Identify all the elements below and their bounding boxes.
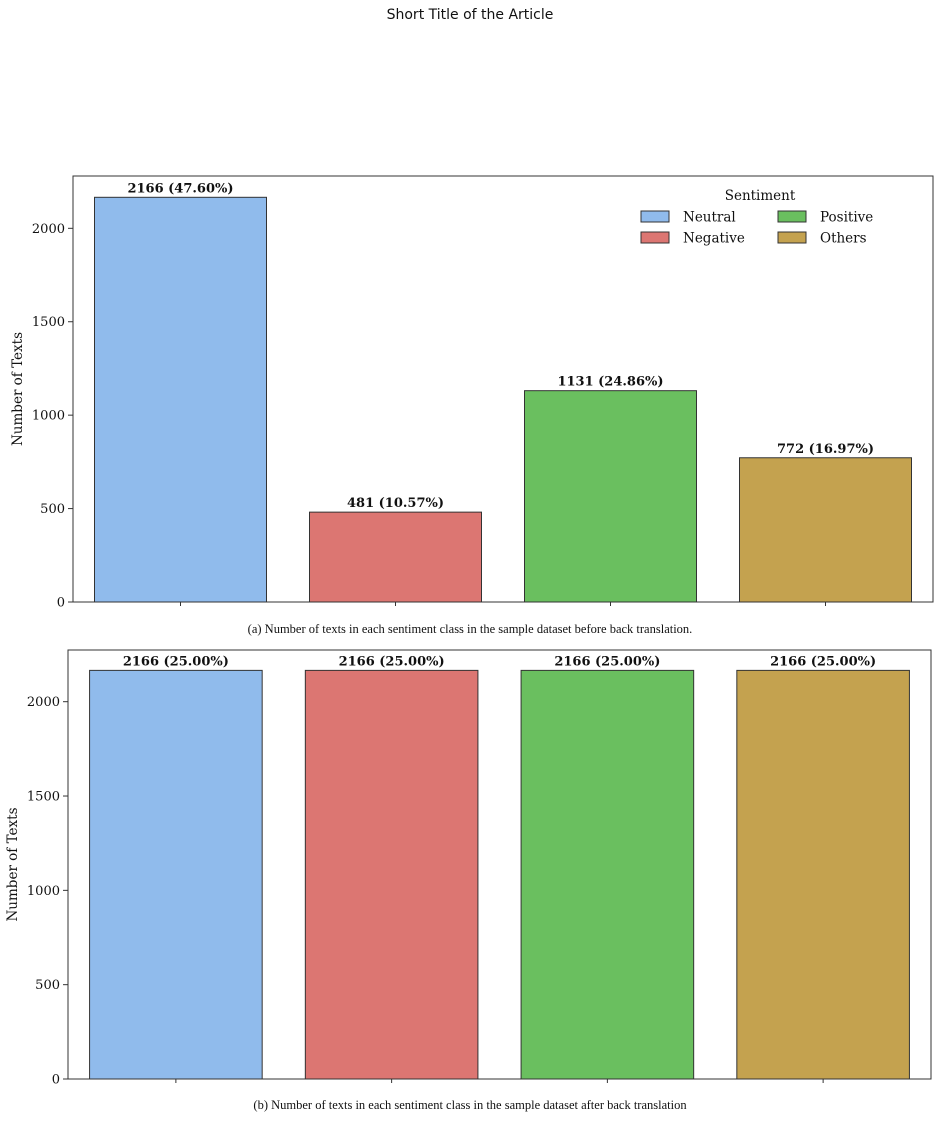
y-tick-label: 500 [40, 502, 65, 517]
y-tick-label: 1000 [27, 884, 60, 899]
y-axis-label: Number of Texts [10, 332, 26, 446]
data-label-neutral: 2166 (47.60%) [127, 181, 233, 196]
data-label-neutral: 2166 (25.00%) [123, 654, 229, 669]
bar-neutral [94, 196, 267, 603]
legend-label-others: Others [820, 231, 867, 247]
legend-title: Sentiment [725, 188, 796, 204]
y-tick-label: 1500 [32, 315, 65, 330]
bar-positive [520, 669, 695, 1080]
running-header: Short Title of the Article [386, 7, 554, 23]
sentiment-bar-chart-before: 2166 (47.60%) 481 (10.57%) 1131 (24.86%) 77… [10, 175, 934, 611]
legend-swatch-neutral [640, 210, 670, 223]
y-tick-label: 0 [57, 596, 65, 611]
bar-others [736, 669, 910, 1080]
legend: Sentiment Neutral Positive Negative Others [640, 188, 873, 247]
y-tick-label: 1500 [27, 790, 60, 805]
plot-frame [67, 649, 932, 1080]
data-label-positive: 1131 (24.86%) [557, 375, 663, 390]
plot-frame [72, 175, 934, 603]
bar-negative [304, 669, 479, 1080]
bar-negative [309, 511, 482, 603]
data-label-others: 2166 (25.00%) [770, 654, 876, 669]
bar-neutral [89, 669, 263, 1080]
y-axis-label: Number of Texts [5, 807, 21, 921]
figure-caption-a: (a) Number of texts in each sentiment cl… [247, 622, 693, 636]
legend-swatch-negative [640, 231, 670, 244]
y-tick-label: 0 [52, 1073, 60, 1088]
data-label-positive: 2166 (25.00%) [554, 654, 660, 669]
data-label-others: 772 (16.97%) [777, 442, 874, 457]
y-tick-label: 500 [35, 978, 60, 993]
legend-label-neutral: Neutral [683, 210, 736, 226]
legend-label-negative: Negative [683, 231, 745, 247]
bar-others [739, 457, 912, 603]
legend-swatch-others [777, 231, 807, 244]
sentiment-bar-chart-after: 2166 (25.00%) 2166 (25.00%) 2166 (25.00%) 2… [5, 649, 932, 1088]
figure-caption-b: (b) Number of texts in each sentiment cl… [253, 1098, 687, 1112]
y-tick-label: 2000 [32, 222, 65, 237]
data-label-negative: 481 (10.57%) [347, 496, 444, 511]
y-tick-label: 1000 [32, 409, 65, 424]
bar-positive [524, 390, 697, 603]
legend-swatch-positive [777, 210, 807, 223]
y-tick-label: 2000 [27, 695, 60, 710]
data-label-negative: 2166 (25.00%) [339, 654, 445, 669]
legend-label-positive: Positive [820, 210, 873, 226]
